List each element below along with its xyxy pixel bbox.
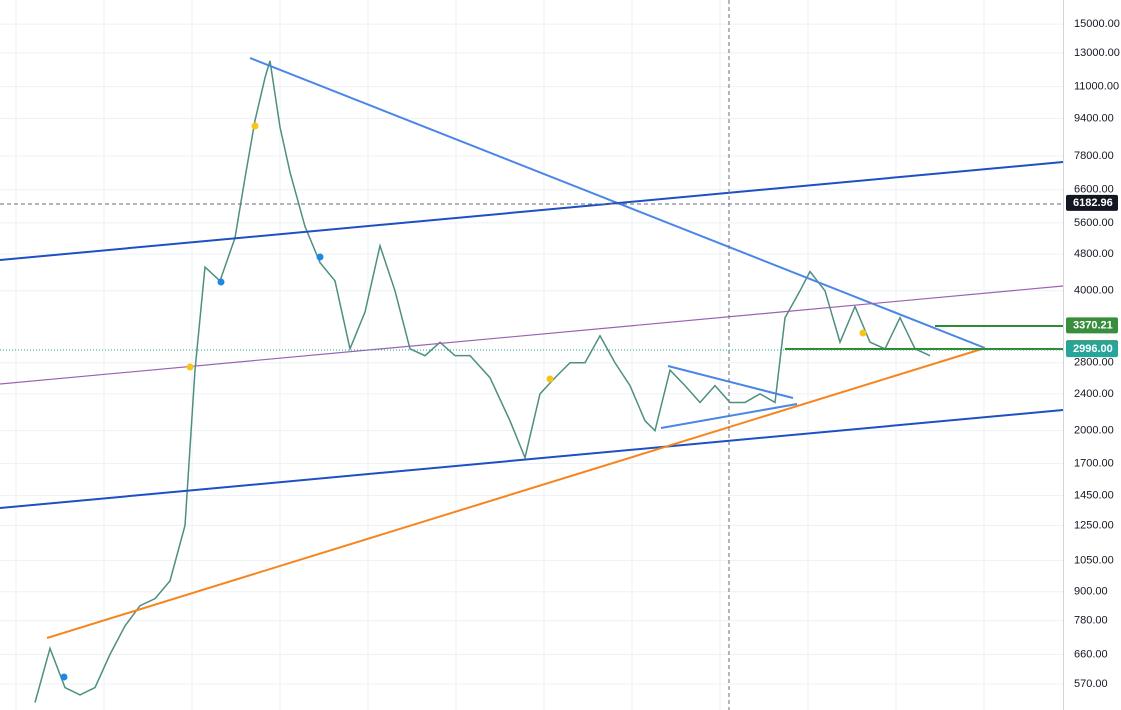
- y-tick-label: 4800.00: [1074, 248, 1114, 260]
- y-tick-label: 1450.00: [1074, 489, 1114, 501]
- price-axis: 15000.00 13000.00 11000.00 9400.00 7800.00 66…: [1066, 18, 1120, 690]
- y-tick-label: 900.00: [1074, 586, 1108, 598]
- plot: [0, 23, 1063, 703]
- y-tick-label: 9400.00: [1074, 112, 1114, 124]
- badge-label: 3370.21: [1073, 319, 1113, 331]
- y-tick-label: 1700.00: [1074, 457, 1114, 469]
- drawings: [0, 0, 1064, 710]
- y-tick-label: 13000.00: [1074, 47, 1120, 59]
- y-tick-label: 570.00: [1074, 678, 1108, 690]
- price-badge: 6182.96: [1066, 194, 1118, 211]
- badge-label: 2996.00: [1073, 343, 1113, 355]
- y-tick-label: 1250.00: [1074, 519, 1114, 531]
- price-line: [34, 60, 931, 703]
- badge-bg: [1066, 341, 1118, 358]
- badge-bg: [1066, 194, 1118, 211]
- y-tick-label: 6600.00: [1074, 184, 1114, 196]
- y-tick-label: 7800.00: [1074, 150, 1114, 162]
- y-tick-label: 2000.00: [1074, 425, 1114, 437]
- y-tick-label: 15000.00: [1074, 18, 1120, 30]
- price-badge: 2996.00: [1066, 341, 1118, 358]
- badge-label: 6182.96: [1073, 197, 1113, 209]
- y-tick-label: 11000.00: [1074, 81, 1119, 93]
- badge-bg: [1066, 317, 1118, 334]
- price-badge: 3370.21: [1066, 317, 1118, 334]
- y-tick-label: 780.00: [1074, 615, 1108, 627]
- y-tick-label: 2400.00: [1074, 388, 1114, 400]
- y-tick-label: 5600.00: [1074, 217, 1114, 229]
- y-tick-label: 2800.00: [1074, 357, 1114, 369]
- y-tick-label: 660.00: [1074, 648, 1108, 660]
- y-tick-label: 4000.00: [1074, 285, 1114, 297]
- y-tick-label: 1050.00: [1074, 555, 1114, 567]
